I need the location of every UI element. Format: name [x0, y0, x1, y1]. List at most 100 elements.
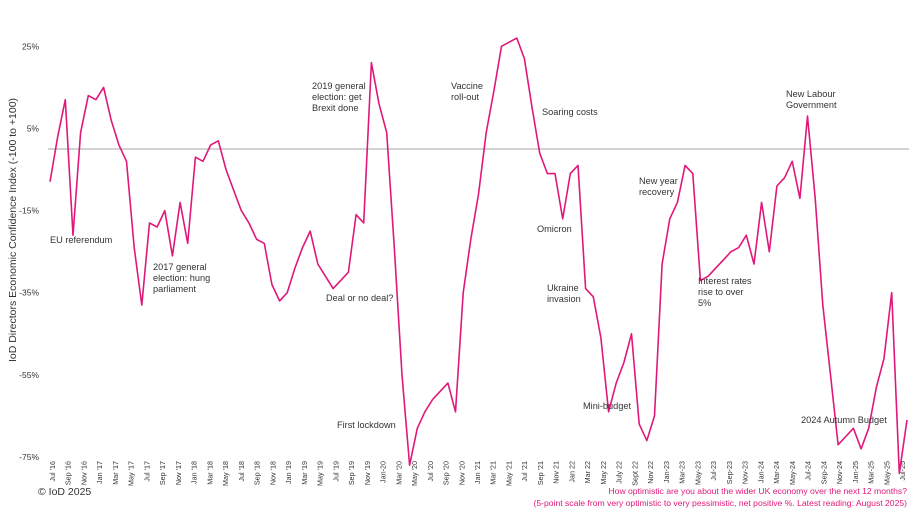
x-tick-label: Mar-23	[678, 461, 687, 484]
annotation-label: Interest rates rise to over 5%	[698, 276, 752, 308]
annotation-label: EU referendum	[50, 235, 113, 245]
annotation-line: roll-out	[451, 92, 480, 102]
annotation-line: New year	[639, 176, 678, 186]
series-line	[49, 37, 908, 475]
x-tick-label: July 22	[615, 461, 624, 484]
annotation-line: recovery	[639, 187, 675, 197]
x-tick-label: Jan '17	[95, 461, 104, 484]
annotation-line: Brexit done	[312, 103, 358, 113]
x-tick-label: Jul-24	[804, 461, 813, 481]
x-tick-label: Mar '20	[394, 461, 403, 485]
x-tick-label: May '18	[221, 461, 230, 486]
x-tick-label: Mar '19	[300, 461, 309, 485]
annotation-line: Mini-budget	[583, 401, 631, 411]
annotation-line: New Labour	[786, 89, 836, 99]
x-tick-label: Jan '19	[284, 461, 293, 484]
y-tick-label: 5%	[27, 123, 40, 133]
x-tick-label: Sep '19	[347, 461, 356, 485]
x-tick-label: Jan-23	[662, 461, 671, 483]
annotation-label: New year recovery	[639, 176, 678, 197]
x-tick-label: Jan 22	[567, 461, 576, 483]
annotation-line: Vaccine	[451, 81, 483, 91]
annotation-line: 2017 general	[153, 262, 207, 272]
survey-question: How optimistic are you about the wider U…	[608, 486, 907, 496]
annotation-line: invasion	[547, 294, 581, 304]
x-tick-label: Jul '19	[331, 461, 340, 482]
x-tick-label: Jul '17	[142, 461, 151, 482]
x-tick-label: Sep '16	[64, 461, 73, 485]
x-tick-label: Mar '17	[111, 461, 120, 485]
annotation-label: New Labour Government	[786, 89, 837, 110]
annotation-label: Mini-budget	[583, 401, 631, 411]
x-tick-label: Nov-24	[835, 461, 844, 484]
annotation-line: Deal or no deal?	[326, 293, 393, 303]
x-tick-label: Nov '16	[79, 461, 88, 485]
y-tick-label: -35%	[19, 288, 39, 298]
y-axis-label-wrap: IoD Directors Economic Confidence Index …	[4, 0, 22, 460]
x-tick-label: Mar-25	[867, 461, 876, 484]
annotation-line: parliament	[153, 284, 196, 294]
y-tick-label: -75%	[19, 452, 39, 462]
annotation-layer: EU referendum 2017 general election: hung p…	[50, 81, 887, 430]
y-tick-label: 25%	[22, 41, 39, 51]
annotation-line: First lockdown	[337, 420, 396, 430]
x-tick-label: Sept 22	[630, 461, 639, 486]
x-tick-label: Jan '18	[190, 461, 199, 484]
x-tick-label: Jul-25	[898, 461, 907, 481]
x-tick-label: May '19	[316, 461, 325, 486]
x-tick-label: Sep-24	[819, 461, 828, 484]
annotation-label: 2017 general election: hung parliament	[153, 262, 210, 294]
annotation-line: rise to over	[698, 287, 743, 297]
x-tick-label: May 22	[599, 461, 608, 485]
annotation-label: First lockdown	[337, 420, 396, 430]
copyright: © IoD 2025	[38, 486, 92, 498]
annotation-line: Interest rates	[698, 276, 752, 286]
x-tick-label: Nov '17	[174, 461, 183, 485]
x-tick-label: Sep-23	[725, 461, 734, 484]
x-tick-label: Mar '18	[205, 461, 214, 485]
annotation-label: Deal or no deal?	[326, 293, 393, 303]
annotation-label: Soaring costs	[542, 107, 598, 117]
y-axis-ticks: 25% 5% -15% -35% -55% -75%	[19, 41, 39, 462]
x-tick-label: Sep '20	[442, 461, 451, 485]
annotation-label: Ukraine invasion	[547, 283, 581, 304]
series-line-layer	[49, 37, 908, 475]
x-tick-label: May-25	[882, 461, 891, 485]
x-tick-label: Jul '18	[237, 461, 246, 482]
x-tick-label: Mar-24	[772, 461, 781, 484]
x-tick-label: May '17	[127, 461, 136, 486]
x-tick-label: Jul '21	[520, 461, 529, 482]
x-tick-label: Nov '18	[268, 461, 277, 485]
x-tick-label: Nov-23	[741, 461, 750, 484]
x-tick-label: Jul-23	[709, 461, 718, 481]
annotation-line: 5%	[698, 298, 711, 308]
x-tick-label: May-24	[788, 461, 797, 485]
x-tick-label: Nov '19	[363, 461, 372, 485]
annotation-line: Ukraine	[547, 283, 579, 293]
x-tick-label: Nov '20	[457, 461, 466, 485]
annotation-line: EU referendum	[50, 235, 113, 245]
x-tick-label: Jul '16	[48, 461, 57, 482]
x-tick-label: May '21	[504, 461, 513, 486]
annotation-line: 2019 general	[312, 81, 366, 91]
x-tick-label: Jul '20	[426, 461, 435, 482]
y-tick-label: -55%	[19, 370, 39, 380]
x-tick-label: Sep '18	[253, 461, 262, 485]
annotation-label: Vaccine roll-out	[451, 81, 483, 102]
x-tick-label: Mar 22	[583, 461, 592, 483]
x-tick-label: Sep '21	[536, 461, 545, 485]
y-tick-label: -15%	[19, 206, 39, 216]
annotation-line: Government	[786, 100, 837, 110]
x-tick-label: Jan-25	[851, 461, 860, 483]
annotation-line: Omicron	[537, 224, 572, 234]
x-tick-label: May-23	[693, 461, 702, 485]
x-tick-label: Nov 22	[646, 461, 655, 484]
annotation-line: 2024 Autumn Budget	[801, 415, 887, 425]
annotation-line: Soaring costs	[542, 107, 598, 117]
x-axis-ticks: Jul '16 Sep '16 Nov '16 Jan '17 Mar '17 May '…	[48, 461, 907, 486]
x-tick-label: Sep '17	[158, 461, 167, 485]
survey-note: (5-point scale from very optimistic to v…	[533, 498, 907, 508]
annotation-label: 2019 general election: get Brexit done	[312, 81, 366, 113]
annotation-line: election: get	[312, 92, 362, 102]
